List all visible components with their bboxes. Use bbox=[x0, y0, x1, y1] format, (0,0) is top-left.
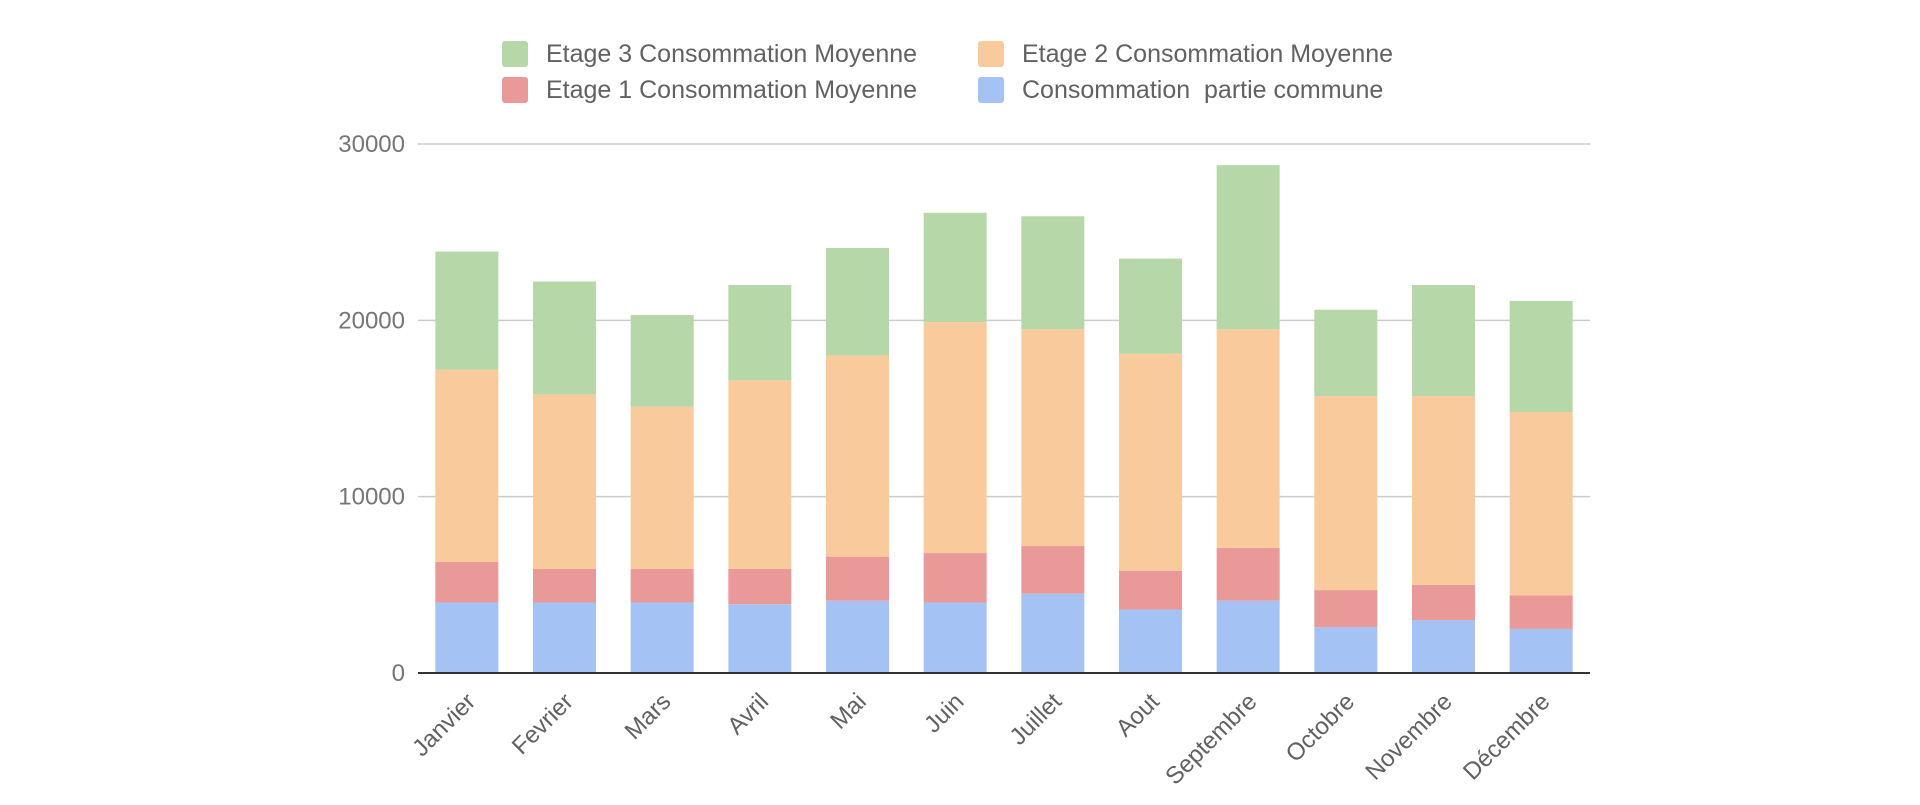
legend-swatch bbox=[502, 41, 528, 67]
bar-segment-consommation-partie-commune-octobre[interactable] bbox=[1314, 627, 1378, 673]
x-tick-label: Juin bbox=[919, 688, 969, 738]
bar-segment-etage-2-consommation-moyenne-mars[interactable] bbox=[630, 406, 694, 569]
bar-segment-etage-1-consommation-moyenne-avril[interactable] bbox=[728, 568, 792, 605]
bar-segment-consommation-partie-commune-novembre[interactable] bbox=[1412, 620, 1475, 673]
bar-segment-etage-3-consommation-moyenne-avril[interactable] bbox=[728, 285, 792, 381]
bar-segment-etage-3-consommation-moyenne-decembre[interactable] bbox=[1509, 300, 1573, 413]
bar-segment-etage-1-consommation-moyenne-octobre[interactable] bbox=[1314, 590, 1378, 628]
bars bbox=[435, 165, 1573, 673]
legend-label: Etage 3 Consommation Moyenne bbox=[546, 40, 917, 68]
bar-segment-etage-1-consommation-moyenne-fevrier[interactable] bbox=[533, 568, 596, 603]
bar-segment-etage-1-consommation-moyenne-juillet[interactable] bbox=[1021, 546, 1085, 594]
bar-segment-etage-2-consommation-moyenne-fevrier[interactable] bbox=[533, 394, 596, 569]
legend-swatch bbox=[978, 41, 1004, 67]
y-tick-label: 0 bbox=[392, 660, 405, 687]
bar-segment-etage-3-consommation-moyenne-aout[interactable] bbox=[1119, 258, 1182, 354]
bar-segment-etage-1-consommation-moyenne-juin[interactable] bbox=[923, 553, 987, 603]
bar-segment-etage-2-consommation-moyenne-mai[interactable] bbox=[826, 355, 889, 557]
bar-segment-etage-3-consommation-moyenne-juillet[interactable] bbox=[1021, 216, 1085, 330]
bar-stack-mai bbox=[826, 248, 889, 673]
x-tick-label: Septembre bbox=[1160, 688, 1262, 790]
bar-segment-etage-2-consommation-moyenne-juillet[interactable] bbox=[1021, 329, 1085, 547]
bar-stack-decembre bbox=[1509, 300, 1573, 673]
bar-segment-etage-3-consommation-moyenne-octobre[interactable] bbox=[1314, 309, 1378, 397]
legend-item-etage-1-consommation-moyenne[interactable]: Etage 1 Consommation Moyenne bbox=[502, 76, 917, 104]
bar-segment-etage-1-consommation-moyenne-mars[interactable] bbox=[630, 568, 694, 603]
x-tick-label: Décembre bbox=[1458, 688, 1555, 785]
legend: Etage 3 Consommation Moyenne Etage 2 Cons… bbox=[502, 40, 1393, 104]
bar-segment-etage-3-consommation-moyenne-juin[interactable] bbox=[923, 212, 987, 323]
bar-segment-consommation-partie-commune-decembre[interactable] bbox=[1509, 628, 1573, 673]
bar-stack-novembre bbox=[1412, 285, 1475, 673]
legend-item-etage-3-consommation-moyenne[interactable]: Etage 3 Consommation Moyenne bbox=[502, 40, 917, 68]
bar-stack-mars bbox=[630, 315, 694, 673]
bar-segment-etage-3-consommation-moyenne-mars[interactable] bbox=[630, 315, 694, 407]
bar-stack-octobre bbox=[1314, 309, 1378, 673]
bar-segment-consommation-partie-commune-juin[interactable] bbox=[923, 602, 987, 673]
gridlines bbox=[418, 143, 1590, 498]
bar-stack-fevrier bbox=[533, 281, 596, 673]
y-tick-label: 10000 bbox=[338, 484, 405, 511]
legend-item-etage-2-consommation-moyenne[interactable]: Etage 2 Consommation Moyenne bbox=[978, 40, 1393, 68]
y-tick-label: 20000 bbox=[338, 307, 405, 334]
bar-segment-etage-3-consommation-moyenne-novembre[interactable] bbox=[1412, 285, 1475, 397]
bar-segment-etage-3-consommation-moyenne-septembre[interactable] bbox=[1216, 165, 1280, 330]
bar-segment-etage-2-consommation-moyenne-septembre[interactable] bbox=[1216, 329, 1280, 548]
legend-label: Consommation partie commune bbox=[1022, 76, 1383, 104]
x-tick-label: Fevrier bbox=[507, 688, 579, 760]
bar-segment-etage-2-consommation-moyenne-avril[interactable] bbox=[728, 380, 792, 569]
bar-segment-etage-2-consommation-moyenne-decembre[interactable] bbox=[1509, 412, 1573, 596]
bar-segment-etage-2-consommation-moyenne-janvier[interactable] bbox=[435, 369, 499, 562]
bar-segment-consommation-partie-commune-septembre[interactable] bbox=[1216, 600, 1280, 673]
bar-segment-etage-1-consommation-moyenne-decembre[interactable] bbox=[1509, 595, 1573, 629]
x-tick-label: Octobre bbox=[1281, 688, 1360, 767]
bar-segment-etage-2-consommation-moyenne-octobre[interactable] bbox=[1314, 396, 1378, 591]
bar-stack-juillet bbox=[1021, 216, 1085, 673]
bar-stack-avril bbox=[728, 285, 792, 673]
bar-segment-etage-1-consommation-moyenne-mai[interactable] bbox=[826, 556, 889, 601]
bar-segment-consommation-partie-commune-aout[interactable] bbox=[1119, 609, 1182, 673]
bar-segment-etage-3-consommation-moyenne-mai[interactable] bbox=[826, 248, 889, 356]
bar-segment-etage-2-consommation-moyenne-aout[interactable] bbox=[1119, 353, 1182, 571]
bar-segment-consommation-partie-commune-juillet[interactable] bbox=[1021, 593, 1085, 673]
x-tick-label: Novembre bbox=[1360, 688, 1457, 785]
legend-label: Etage 2 Consommation Moyenne bbox=[1022, 40, 1393, 68]
legend-swatch bbox=[978, 77, 1004, 103]
bar-stack-janvier bbox=[435, 251, 499, 673]
bar-segment-etage-3-consommation-moyenne-janvier[interactable] bbox=[435, 251, 499, 370]
bar-segment-consommation-partie-commune-janvier[interactable] bbox=[435, 602, 499, 673]
y-tick-label: 30000 bbox=[338, 131, 405, 158]
x-axis: Janvier Fevrier Mars Avril Mai Juin Juillet Aou… bbox=[407, 688, 1555, 790]
bar-segment-consommation-partie-commune-mars[interactable] bbox=[630, 602, 694, 673]
x-tick-label: Aout bbox=[1111, 688, 1165, 742]
bar-stack-aout bbox=[1119, 258, 1182, 673]
legend-swatch bbox=[502, 77, 528, 103]
bar-segment-etage-1-consommation-moyenne-janvier[interactable] bbox=[435, 561, 499, 603]
y-axis: 0 10000 20000 30000 bbox=[338, 131, 405, 687]
x-tick-label: Juillet bbox=[1005, 688, 1068, 751]
x-tick-label: Mai bbox=[825, 688, 871, 734]
bar-segment-etage-2-consommation-moyenne-novembre[interactable] bbox=[1412, 396, 1475, 585]
bar-segment-etage-1-consommation-moyenne-septembre[interactable] bbox=[1216, 547, 1280, 601]
x-tick-label: Janvier bbox=[407, 688, 481, 762]
bar-segment-consommation-partie-commune-fevrier[interactable] bbox=[533, 602, 596, 673]
bar-stack-juin bbox=[923, 212, 987, 673]
bar-segment-etage-1-consommation-moyenne-novembre[interactable] bbox=[1412, 584, 1475, 621]
bar-segment-consommation-partie-commune-mai[interactable] bbox=[826, 600, 889, 673]
bar-stack-septembre bbox=[1216, 165, 1280, 673]
legend-item-consommation-partie-commune[interactable]: Consommation partie commune bbox=[978, 76, 1383, 104]
x-tick-label: Avril bbox=[722, 688, 774, 740]
legend-label: Etage 1 Consommation Moyenne bbox=[546, 76, 917, 104]
bar-segment-consommation-partie-commune-avril[interactable] bbox=[728, 604, 792, 673]
bar-segment-etage-3-consommation-moyenne-fevrier[interactable] bbox=[533, 281, 596, 395]
x-tick-label: Mars bbox=[620, 688, 677, 745]
bar-segment-etage-1-consommation-moyenne-aout[interactable] bbox=[1119, 570, 1182, 610]
bar-segment-etage-2-consommation-moyenne-juin[interactable] bbox=[923, 322, 987, 554]
